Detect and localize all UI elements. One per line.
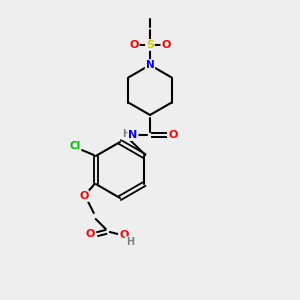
Text: O: O — [119, 230, 128, 240]
Text: O: O — [161, 40, 171, 50]
Text: Cl: Cl — [69, 141, 80, 151]
Text: N: N — [146, 60, 154, 70]
Text: H: H — [126, 237, 134, 247]
Text: N: N — [128, 130, 138, 140]
Text: O: O — [168, 130, 178, 140]
Text: H: H — [122, 129, 130, 139]
Text: O: O — [129, 40, 139, 50]
Text: O: O — [79, 191, 88, 201]
Text: S: S — [146, 40, 154, 50]
Text: O: O — [85, 229, 94, 239]
